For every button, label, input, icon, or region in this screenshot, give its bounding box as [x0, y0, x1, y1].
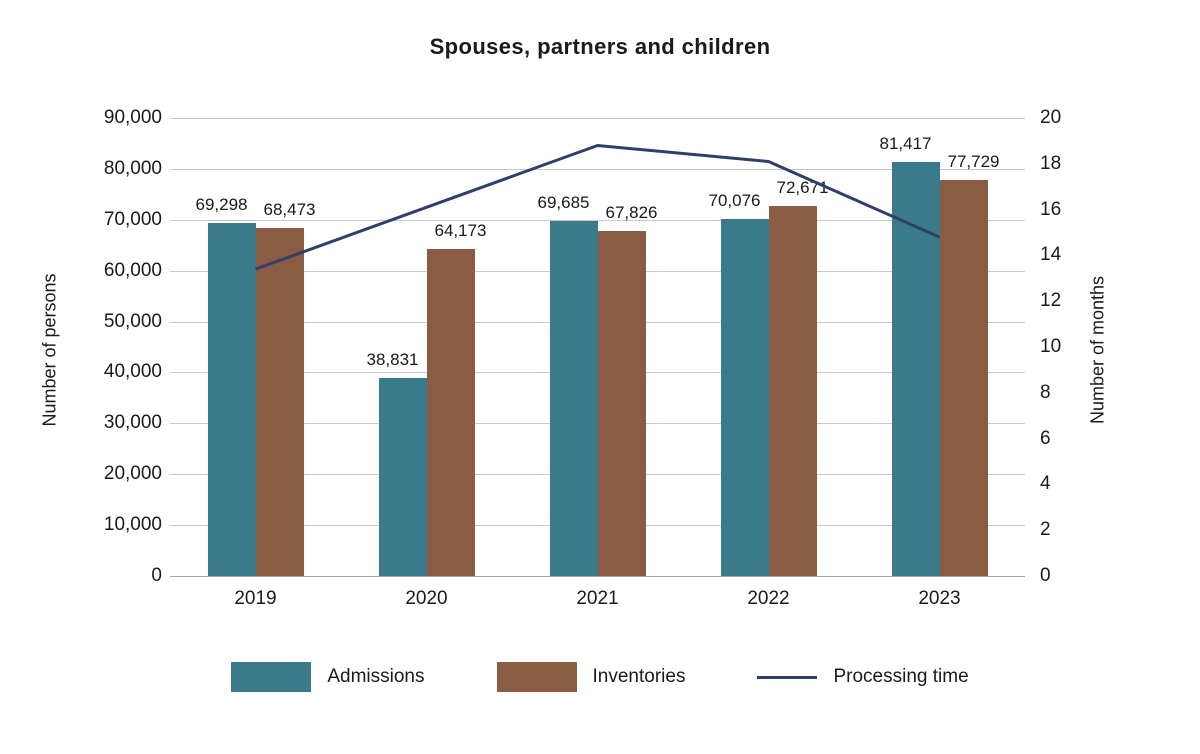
x-axis-labels: 2019 2020 2021 2022 2023 [170, 588, 1025, 618]
right-axis-tick: 6 [1040, 427, 1051, 449]
left-axis-ticks: 90,000 80,000 70,000 60,000 50,000 40,000 30,0… [58, 107, 162, 586]
bar-inventories [426, 249, 475, 576]
bar-inventories [768, 206, 817, 576]
gridline [170, 219, 1025, 221]
gridline [170, 118, 1025, 119]
right-axis-tick: 2 [1040, 519, 1051, 541]
right-axis-tick: 20 [1040, 107, 1062, 128]
left-axis-tick: 80,000 [103, 157, 162, 179]
legend-item-admissions: Admissions [231, 662, 425, 692]
bar-value-label: 81,417 [879, 133, 932, 153]
left-axis-tick: 60,000 [103, 259, 162, 281]
legend-label: Admissions [327, 666, 425, 687]
left-axis-tick: 10,000 [103, 514, 162, 536]
right-axis-ticks: 20 18 16 14 12 10 8 6 4 2 0 [1040, 107, 1110, 586]
gridline [170, 576, 1025, 577]
bar-admissions [378, 378, 427, 576]
x-axis-label: 2023 [918, 588, 961, 609]
right-axis-tick: 8 [1040, 381, 1051, 403]
plot-area: 69,298 68,473 38,831 64,173 69,685 67,826 70,0… [170, 118, 1025, 577]
legend-item-inventories: Inventories [496, 662, 686, 692]
bar-value-label: 69,685 [537, 193, 590, 213]
left-axis-tick: 50,000 [103, 310, 162, 332]
bar-admissions [891, 161, 940, 576]
left-axis-tick: 90,000 [103, 107, 162, 128]
right-axis-tick: 4 [1040, 473, 1051, 495]
right-axis-tick: 18 [1040, 152, 1062, 174]
right-axis-tick: 10 [1040, 336, 1062, 357]
right-axis-tick: 16 [1040, 198, 1062, 220]
legend-line-swatch [757, 675, 818, 679]
bar-value-label: 69,298 [195, 195, 248, 215]
right-axis-tick: 14 [1040, 244, 1062, 266]
left-axis-tick: 0 [151, 565, 162, 586]
bar-value-label: 68,473 [263, 199, 316, 219]
legend-label: Processing time [833, 666, 969, 687]
bar-inventories [939, 180, 988, 576]
bar-value-label: 70,076 [708, 191, 761, 211]
bar-value-label: 77,729 [947, 152, 1000, 172]
left-axis-tick: 20,000 [103, 463, 162, 485]
bar-value-label: 38,831 [366, 350, 419, 370]
bar-admissions [549, 221, 598, 576]
x-axis-label: 2019 [234, 588, 277, 609]
bar-admissions [207, 223, 256, 576]
left-axis-tick: 70,000 [103, 208, 162, 230]
x-axis-label: 2021 [576, 588, 619, 609]
legend-label: Inventories [592, 666, 686, 687]
bar-admissions [720, 219, 769, 576]
right-axis-tick: 12 [1040, 290, 1062, 312]
bar-value-label: 67,826 [605, 202, 658, 222]
chart-title: Spouses, partners and children [429, 34, 771, 59]
bar-inventories [597, 230, 646, 576]
x-axis-label: 2020 [405, 588, 448, 609]
gridline [170, 168, 1025, 170]
right-axis-tick: 0 [1040, 565, 1051, 586]
legend-swatch-admissions [231, 662, 312, 692]
bar-value-label: 64,173 [434, 221, 487, 241]
bar-inventories [255, 227, 304, 576]
legend: Admissions Inventories Processing time [0, 662, 1200, 692]
left-axis-tick: 40,000 [103, 361, 162, 383]
processing-time-line [254, 143, 941, 271]
legend-item-processing-time: Processing time [757, 666, 969, 688]
x-axis-label: 2022 [747, 588, 790, 609]
left-axis-tick: 30,000 [103, 412, 162, 434]
legend-swatch-inventories [496, 662, 577, 692]
